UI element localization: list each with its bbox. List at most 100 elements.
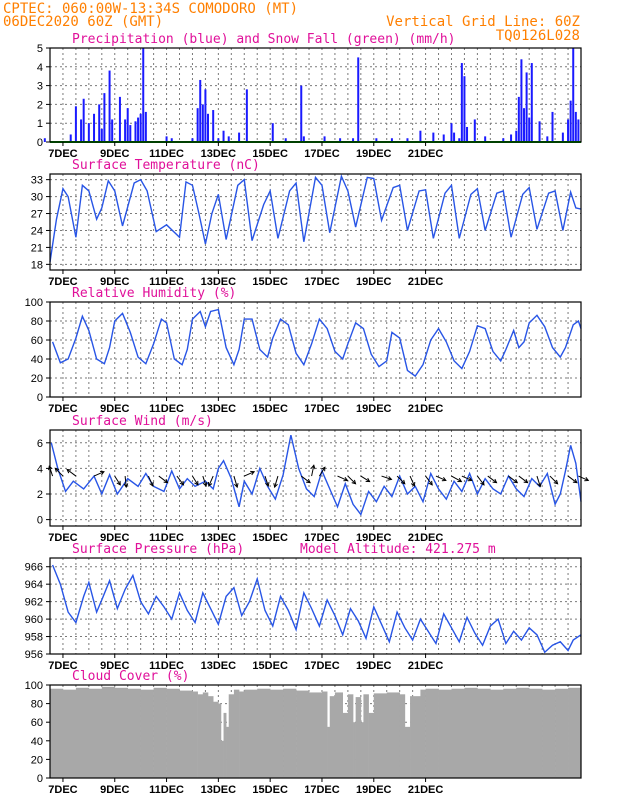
humidity-plot-area: [50, 302, 581, 397]
wind-arrow-shaft: [451, 475, 462, 483]
precipitation-bar: [217, 138, 220, 142]
x-tick-label: 17DEC: [304, 403, 340, 415]
cloud-cover-bar: [257, 688, 271, 778]
cloud-cover-bar: [355, 697, 362, 778]
wind-arrow-head: [480, 480, 485, 486]
wind-arrow-head: [116, 480, 121, 486]
cloud-cover-bar: [223, 712, 227, 778]
wind-arrow-shaft: [347, 475, 356, 485]
wind-arrow: [381, 475, 393, 481]
wind-arrow: [176, 475, 185, 486]
y-tick-label: 956: [25, 649, 43, 661]
precipitation-bar: [458, 138, 461, 142]
y-tick-label: 966: [25, 562, 43, 574]
precipitation-frame: [49, 47, 582, 143]
wind-arrow: [518, 475, 529, 484]
wind-arrow-head: [202, 481, 208, 487]
wind-arrow-head: [234, 483, 239, 489]
x-tick-label: 15DEC: [252, 660, 288, 672]
precipitation-bar: [460, 63, 463, 142]
cloud-cover-bar: [555, 688, 569, 778]
y-tick-label: 30: [31, 192, 43, 204]
cloud-cover-bar: [321, 691, 328, 778]
y-tick-label: 60: [31, 717, 43, 729]
cloud-cover-bar: [50, 688, 64, 778]
cloud-cover-bar: [88, 688, 103, 778]
x-tick-label: 11DEC: [149, 532, 184, 544]
x-tick-label: 15DEC: [252, 148, 288, 160]
temperature-plot-area: [50, 174, 581, 270]
precipitation-bar: [191, 138, 194, 142]
x-tick-label: 7DEC: [48, 403, 77, 415]
wind-arrow-shaft: [396, 475, 406, 485]
wind-arrow-head: [48, 465, 53, 471]
y-tick-label: 964: [25, 579, 43, 591]
precipitation-bar: [538, 121, 541, 142]
precipitation-bar: [515, 130, 518, 142]
x-tick-label: 17DEC: [304, 532, 340, 544]
wind-arrow-head: [194, 480, 199, 486]
precipitation-bar: [108, 70, 111, 142]
precipitation-bar: [201, 104, 204, 142]
precipitation-bar: [204, 89, 207, 142]
x-tick-label: 19DEC: [356, 276, 392, 288]
y-tick-label: 33: [31, 175, 43, 187]
y-tick-label: 21: [31, 242, 43, 254]
wind-arrow-head: [179, 480, 185, 486]
meteogram-panels: 0 1 2 3 4 5 7DEC 9DEC 11DEC 13DEC 15DEC 17DEC 19DEC 2…: [25, 32, 590, 796]
precipitation-bar: [212, 110, 215, 142]
x-tick-label: 21DEC: [408, 660, 444, 672]
cloud-cover-bar: [542, 689, 556, 778]
cloud-cover-bar: [529, 688, 543, 778]
temperature-panel: 18 21 24 27 30 33 7DEC 9DEC 11DEC 13DEC 15DEC 17DEC…: [31, 158, 582, 288]
precipitation-bar: [118, 96, 121, 142]
wind-arrow: [264, 475, 270, 487]
cloud-cover-bar: [368, 712, 375, 778]
precipitation-bar: [528, 117, 531, 142]
precipitation-bar: [80, 119, 83, 142]
x-tick-label: 21DEC: [408, 403, 444, 415]
wind-arrow-shaft: [360, 475, 370, 483]
precipitation-bar: [453, 132, 456, 142]
y-tick-label: 20: [31, 373, 43, 385]
wind-arrow-head: [537, 482, 542, 488]
humidity-panel: 0 20 40 60 80 100 7DEC 9DEC 11DEC 13DEC 15DEC 17DEC…: [25, 286, 582, 415]
precipitation-bar: [284, 138, 287, 142]
x-tick-label: 9DEC: [100, 276, 129, 288]
wind-arrow: [233, 475, 239, 489]
precipitation-bar: [442, 134, 445, 142]
cloud-cover-bar: [420, 689, 426, 778]
cloud-cover-bar: [386, 692, 400, 778]
pressure-plot-area: [50, 558, 581, 654]
wind-arrow-shaft: [208, 475, 214, 487]
y-tick-label: 2: [37, 489, 43, 501]
wind-arrow-shaft: [202, 475, 207, 487]
precipitation-bar: [572, 48, 575, 142]
cloud-cover-bar: [140, 689, 154, 778]
precipitation-bar: [227, 136, 230, 142]
wind-arrow-shaft: [300, 475, 311, 484]
x-tick-label: 13DEC: [201, 784, 237, 796]
cloud-cover-bar: [75, 687, 90, 778]
cloud-cover-bar: [220, 740, 224, 778]
cloud-cover-bar: [283, 688, 297, 778]
precipitation-bar: [352, 138, 355, 142]
wind-arrow-shaft: [425, 475, 433, 486]
x-tick-label: 7DEC: [48, 660, 77, 672]
wind-arrow-shaft: [93, 471, 105, 477]
precipitation-bar: [406, 138, 409, 142]
wind-arrow-head: [467, 476, 473, 482]
wind-arrow-shaft: [409, 475, 415, 487]
wind-arrow: [337, 475, 349, 482]
precipitation-bar: [432, 132, 435, 142]
wind-arrow-shaft: [578, 475, 589, 481]
precipitation-bar: [100, 128, 103, 142]
cloud-cover-bar: [296, 690, 310, 778]
wind-arrow: [409, 475, 416, 487]
x-tick-label: 11DEC: [149, 276, 184, 288]
precipitation-bar: [419, 130, 422, 142]
wind-arrow: [123, 476, 129, 489]
wind-arrow: [318, 466, 326, 477]
wind-arrow-shaft: [264, 475, 269, 487]
cloud-cover-bar: [166, 688, 180, 778]
